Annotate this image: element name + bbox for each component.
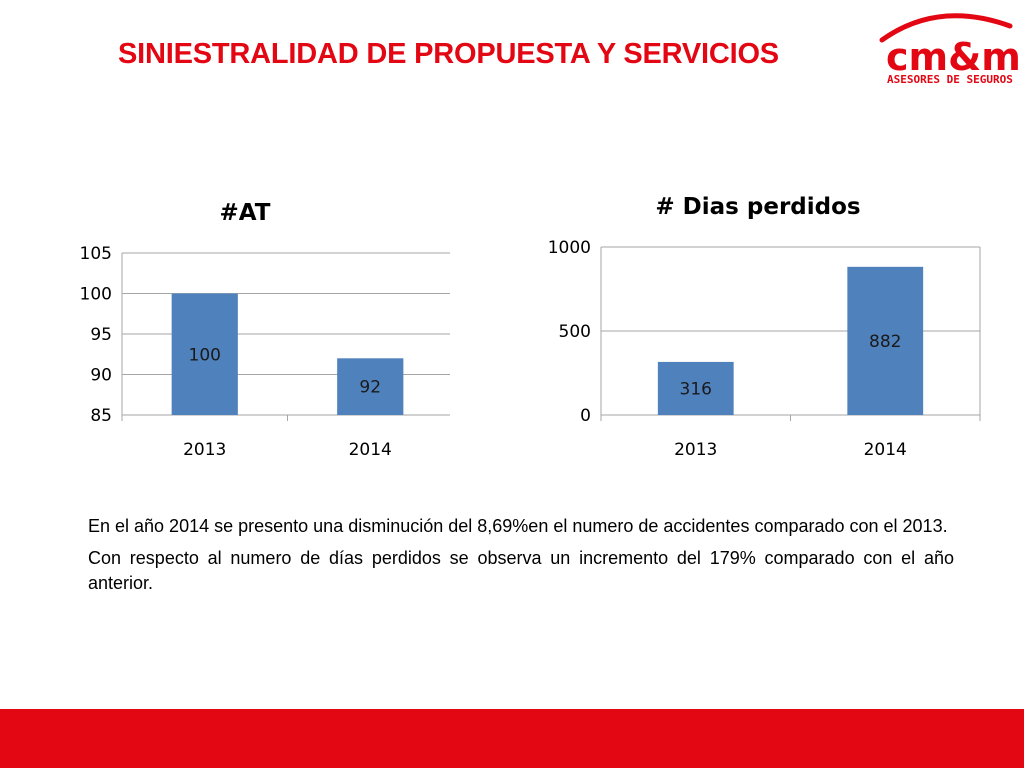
y-tick-label: 95 [90, 325, 112, 345]
logo-mark: cm&m [886, 35, 1018, 79]
bar-2013 [657, 361, 734, 415]
bar-2014 [337, 358, 404, 415]
chart-title: #AT [220, 200, 271, 226]
data-label: 316 [680, 379, 712, 399]
summary-paragraph-accidents: En el año 2014 se presento una disminuci… [88, 516, 948, 536]
y-tick-label: 85 [90, 406, 112, 426]
bar-2014 [847, 266, 924, 415]
chart-svg: # Dias perdidos 0 500 1000 316 2013 882 2014 [548, 194, 981, 460]
y-tick-label: 0 [580, 406, 591, 426]
footer-bar [0, 709, 1024, 768]
y-tick-label: 100 [80, 285, 112, 305]
x-tick-label: 2014 [864, 440, 907, 460]
data-label: 92 [359, 378, 381, 398]
chart-svg: #AT 85 90 95 100 105 100 2013 92 2014 [80, 200, 454, 460]
chart-at: #AT 85 90 95 100 105 100 2013 92 2014 [30, 186, 454, 476]
logo-swoosh [879, 13, 1013, 43]
summary-paragraph-lost-days: Con respecto al numero de días perdidos … [88, 548, 954, 593]
data-label: 882 [869, 332, 901, 352]
y-tick-label: 1000 [548, 238, 591, 258]
summary-text: En el año 2014 se presento una disminuci… [88, 514, 954, 603]
data-label: 100 [189, 345, 221, 365]
x-tick-label: 2013 [674, 440, 717, 460]
company-logo: cm&m ASESORES DE SEGUROS [879, 13, 1018, 86]
chart-dias-perdidos: # Dias perdidos 0 500 1000 316 2013 882 2014 [505, 186, 1000, 476]
x-tick-label: 2013 [183, 440, 226, 460]
y-tick-label: 500 [559, 322, 591, 342]
bar-2013 [171, 293, 238, 415]
x-tick-label: 2014 [349, 440, 392, 460]
y-tick-label: 90 [90, 366, 112, 386]
logo-tagline: ASESORES DE SEGUROS [887, 73, 1013, 86]
chart-title: # Dias perdidos [655, 194, 860, 220]
slide-title: SINIESTRALIDAD DE PROPUESTA Y SERVICIOS [118, 38, 779, 70]
y-tick-label: 105 [80, 244, 112, 264]
